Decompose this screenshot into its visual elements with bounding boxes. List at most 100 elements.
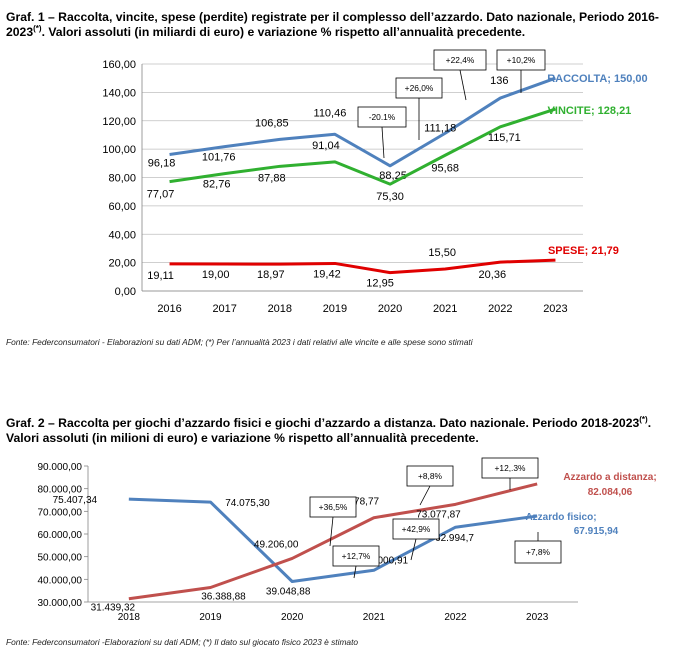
chart1-xtick-label: 2018: [268, 303, 292, 315]
chart1-xtick-label: 2022: [488, 303, 512, 315]
chart1-annotation: +22,4%: [446, 55, 475, 65]
chart2-data-label: 49.206,00: [254, 539, 299, 550]
chart1-title: Graf. 1 – Raccolta, vincite, spese (perd…: [6, 10, 659, 39]
chart1-annotation-leader: [459, 69, 467, 101]
chart2-series-fisico-line: [128, 497, 538, 583]
chart2-ytick-label: 50.000,00: [38, 553, 83, 564]
chart1-data-label: 95,68: [431, 162, 459, 174]
chart2-annotation: +12,.3%: [495, 463, 527, 473]
chart2-data-label: 62.994,7: [435, 533, 474, 544]
chart1-data-label: 75,30: [376, 191, 404, 203]
chart2-annotation-box: [392, 518, 440, 540]
chart1-ytick-label: 80,00: [108, 173, 136, 185]
chart1-annotation-leader: [381, 126, 385, 159]
chart2-annotation: +36,5%: [319, 502, 348, 512]
chart2-ytick-label: 30.000,00: [38, 598, 83, 609]
chart2-ytick-label: 90.000,00: [38, 462, 83, 473]
chart2-annotation-box: [309, 496, 357, 518]
chart2-annotation-box: [332, 545, 380, 567]
chart1-xtick-label: 2016: [157, 303, 181, 315]
chart2-annotation-leader: [410, 538, 417, 561]
chart1-data-label: 136: [490, 75, 508, 87]
chart2-annotation-box: [406, 465, 454, 487]
chart1-xtick-label: 2021: [433, 303, 457, 315]
chart1-data-label: 19,42: [313, 268, 341, 280]
chart1-data-label: 115,71: [488, 132, 521, 144]
chart2-annotation-box: [514, 540, 562, 564]
chart1-ytick-label: 140,00: [102, 87, 136, 99]
chart1-series-raccolta-line: [169, 76, 556, 168]
chart1-xtick-label: 2020: [378, 303, 402, 315]
chart2-xtick-label: 2023: [526, 612, 549, 623]
chart2-ytick-label: 40.000,00: [38, 575, 83, 586]
chart2-data-label: 73.077,87: [416, 509, 461, 520]
chart2-ytick-label: 70.000,00: [38, 507, 83, 518]
chart2-ytick-label: 60.000,00: [38, 530, 83, 541]
chart1-data-label: 77,07: [147, 189, 175, 201]
chart1-series-spese-line: [169, 258, 556, 275]
chart1-xtick-label: 2019: [323, 303, 347, 315]
chart1-ytick-label: 100,00: [102, 144, 136, 156]
chart1-data-label: 15,50: [428, 247, 456, 259]
chart2-data-label: 75.407,34: [53, 495, 98, 506]
chart1-ytick-label: 20,00: [108, 258, 136, 270]
chart2-source: Fonte: Federconsumatori -Elaborazioni su…: [6, 637, 359, 647]
chart2-annotation-box: [481, 457, 539, 479]
chart1-annotation-box: [433, 49, 487, 71]
chart1-data-label: 19,11: [147, 270, 174, 282]
chart2-data-label: 31.439,32: [91, 603, 136, 614]
chart2-xtick-label: 2019: [199, 612, 222, 623]
chart1-ytick-label: 120,00: [102, 116, 136, 128]
chart2-legend-fisico: Azzardo fisico;: [525, 512, 596, 523]
chart2-legend-fisico-value: 67.915,94: [574, 526, 619, 537]
chart2-annotation: +42,9%: [402, 524, 431, 534]
chart2-data-label: 36.388,88: [201, 592, 246, 603]
chart2-annotation: +7,8%: [526, 547, 551, 557]
chart1-ytick-label: 40,00: [108, 229, 136, 241]
chart1-data-label: 87,88: [258, 172, 286, 184]
chart2-data-label: 39.048,88: [266, 586, 311, 597]
chart2-xtick-label: 2022: [444, 612, 467, 623]
chart1-ytick-label: 0,00: [115, 286, 136, 298]
chart2-data-label: 44.000,91: [364, 555, 409, 566]
chart1-legend-vincite: VINCITE; 128,21: [548, 105, 632, 117]
chart1-annotation: +26,0%: [405, 83, 434, 93]
chart1-annotation-box: [357, 106, 407, 128]
chart1-data-label: 91,04: [312, 140, 340, 152]
chart1-series-vincite-line: [169, 107, 556, 186]
chart1-ytick-label: 160,00: [102, 59, 136, 71]
chart2-data-label: 67.178,77: [335, 497, 380, 508]
chart1-ytick-label: 60,00: [108, 201, 136, 213]
chart2-xtick-label: 2021: [363, 612, 386, 623]
chart1-source: Fonte: Federconsumatori - Elaborazioni s…: [6, 337, 473, 347]
chart1-data-label: 20,36: [479, 269, 507, 281]
chart2-xtick-label: 2018: [118, 612, 141, 623]
chart1-annotation: +10,2%: [507, 55, 536, 65]
chart2-annotation-leader: [419, 485, 431, 506]
chart1-xtick-label: 2023: [543, 303, 567, 315]
chart1-legend-raccolta: RACCOLTA; 150,00: [547, 73, 647, 85]
chart2-legend-distanza-value: 82.084,06: [588, 487, 633, 498]
chart2-annotation: +12,7%: [342, 551, 371, 561]
chart1-data-label: 96,18: [148, 158, 176, 170]
chart1-svg: 0,00 20,00 40,00 60,00 80,00 100,00 120,00 140,…: [102, 49, 648, 315]
chart2-annotation-leader: [353, 565, 357, 579]
chart2-data-label: 74.075,30: [225, 498, 270, 509]
chart2-title: Graf. 2 – Raccolta per giochi d’azzardo …: [6, 414, 652, 445]
chart2-series-distanza-line: [128, 482, 538, 601]
chart1-data-label: 18,97: [257, 269, 285, 281]
chart1-data-label: 19,00: [202, 269, 230, 281]
chart1-data-label: 106,85: [255, 117, 289, 129]
chart2-ytick-label: 80.000,00: [38, 485, 83, 496]
chart1-data-label: 12,95: [366, 278, 394, 290]
chart2-annotation: +8,8%: [418, 471, 443, 481]
chart1-data-label: 110,46: [314, 107, 347, 119]
chart1-data-label: 101,76: [202, 152, 236, 164]
chart2-legend-distanza: Azzardo a distanza;: [563, 472, 656, 483]
chart1-data-label: 82,76: [203, 179, 231, 191]
chart1-xtick-label: 2017: [212, 303, 236, 315]
chart1-legend-spese: SPESE; 21,79: [548, 245, 619, 257]
chart1-annotation: -20.1%: [369, 112, 396, 122]
chart1-data-label: 111,18: [424, 122, 456, 134]
